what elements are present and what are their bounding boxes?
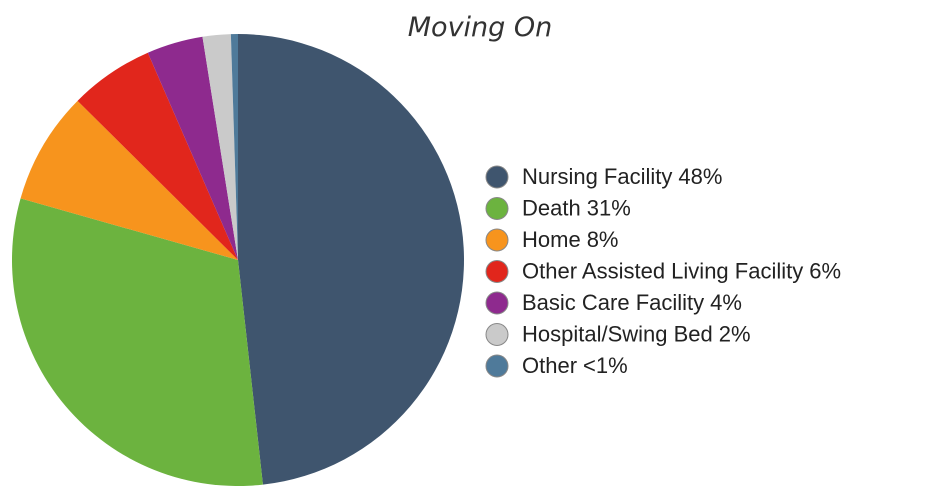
legend-value: 8% [587,227,619,252]
legend-text: Basic Care Facility 4% [522,290,742,315]
legend-swatch [485,165,509,189]
legend-swatch [485,197,509,220]
legend-label: Nursing Facility [522,164,672,189]
legend-value: 2% [719,321,751,346]
legend-value: <1% [583,353,628,378]
legend-text: Home 8% [522,227,618,252]
legend-label: Other Assisted Living Facility [522,258,803,283]
legend-value: 6% [809,258,841,283]
legend-label: Hospital/Swing Bed [522,321,713,346]
chart-title: Moving On [408,12,553,43]
legend-label: Other [522,353,577,378]
legend-label: Home [522,227,581,252]
legend: Nursing Facility 48%Death 31%Home 8%Other A… [485,164,841,378]
legend-swatch [485,323,509,346]
pie-slice [238,34,464,485]
legend-value: 4% [710,290,742,315]
pie-slice [147,36,238,260]
legend-text: Other Assisted Living Facility 6% [522,258,841,283]
legend-swatch [485,260,509,283]
legend-swatch [485,291,509,315]
legend-text: Death 31% [522,195,631,220]
legend-swatch [485,228,509,252]
legend-text: Hospital/Swing Bed 2% [522,321,751,346]
pie-slice [20,100,238,260]
legend-label: Death [522,195,581,220]
legend-swatch [485,354,509,378]
pie-slice [202,34,238,260]
pie-slice [230,34,238,260]
pie [12,34,464,486]
legend-value: 31% [587,195,631,220]
legend-label: Basic Care Facility [522,290,704,315]
pie-slice [12,198,263,486]
legend-value: 48% [678,164,722,189]
pie-slice [77,52,239,260]
legend-text: Other <1% [522,353,628,378]
legend-text: Nursing Facility 48% [522,164,722,189]
